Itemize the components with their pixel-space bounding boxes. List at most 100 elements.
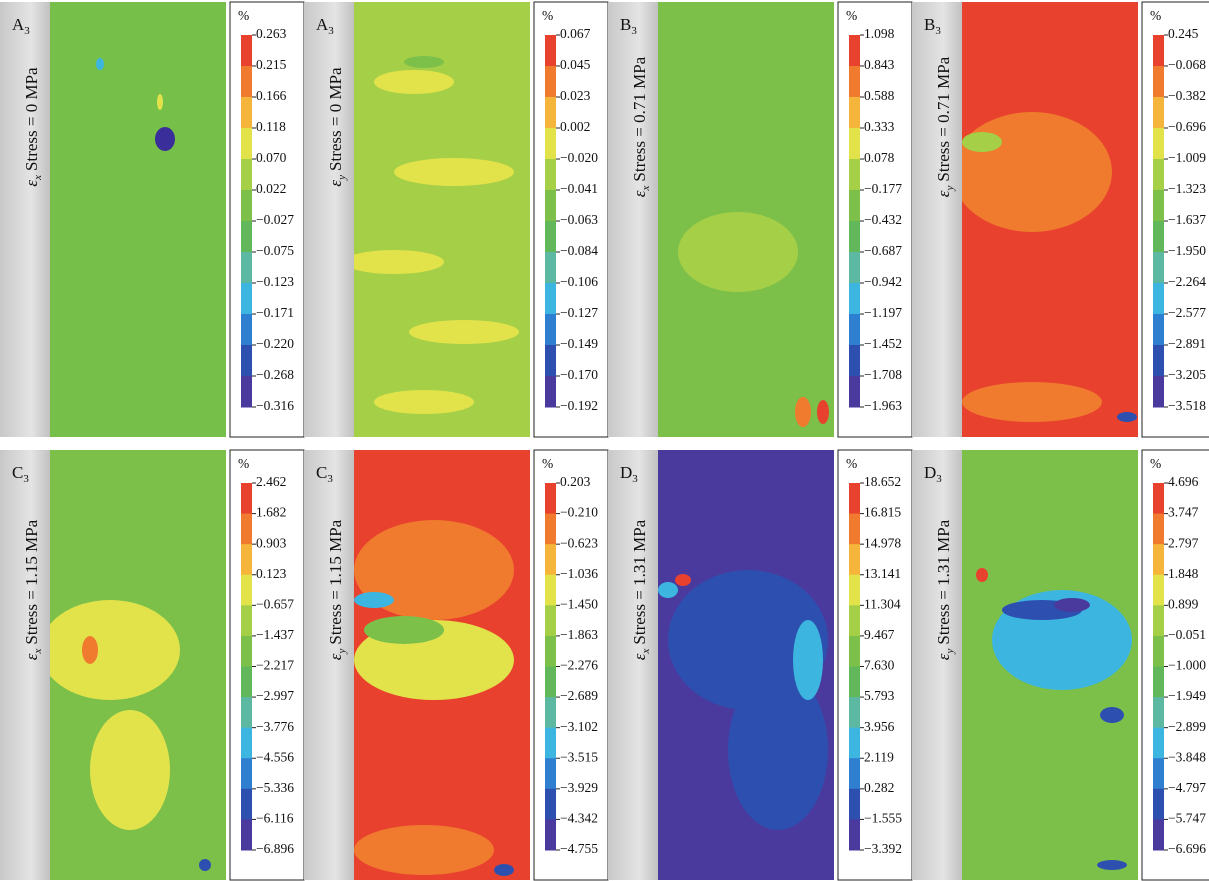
colorbar-label: 3.747	[1168, 505, 1199, 520]
colorbar-segment	[241, 636, 252, 667]
colorbar-unit: %	[238, 456, 249, 471]
colorbar-label: −0.268	[256, 367, 294, 382]
colorbar-label: 14.978	[864, 535, 901, 550]
colorbar-label: −1.000	[1168, 658, 1206, 673]
colorbar-segment	[241, 376, 252, 408]
colorbar-label: −0.657	[256, 596, 294, 611]
colorbar-segment	[849, 66, 860, 98]
colorbar-label: −1.437	[256, 627, 294, 642]
panel: D3εyStress = 1.31 MPa%4.6963.7472.7971.8…	[912, 450, 1209, 880]
colorbar-label: −0.942	[864, 274, 902, 289]
colorbar-segment	[1153, 128, 1164, 160]
colorbar-label: 11.304	[864, 596, 901, 611]
colorbar-label: −0.220	[256, 336, 294, 351]
colorbar-segment	[849, 728, 860, 759]
contour-blob	[952, 112, 1112, 232]
colorbar-segment	[545, 128, 556, 160]
colorbar-label: −0.075	[256, 243, 294, 258]
panel: B3εyStress = 0.71 MPa%0.245−0.068−0.382−…	[912, 2, 1209, 437]
colorbar-segment	[545, 345, 556, 377]
colorbar-segment	[241, 97, 252, 129]
colorbar-label: −3.205	[1168, 367, 1206, 382]
colorbar-segment	[241, 728, 252, 759]
colorbar-label: −1.450	[560, 596, 598, 611]
y-label: εxStress = 0.71 MPa	[630, 56, 652, 197]
colorbar-segment	[545, 483, 556, 514]
contour-blob	[976, 568, 988, 582]
colorbar-label: −5.336	[256, 780, 294, 795]
label-letter: C	[12, 463, 23, 482]
label-letter: D	[924, 463, 936, 482]
colorbar-segment	[1153, 636, 1164, 667]
colorbar-segment	[545, 636, 556, 667]
colorbar-label: 2.797	[1168, 535, 1199, 550]
colorbar-segment	[241, 789, 252, 820]
colorbar-segment	[1153, 190, 1164, 222]
panel: A3εyStress = 0 MPa%0.0670.0450.0230.002−…	[304, 2, 608, 437]
stress: Stress = 1.15 MPa	[326, 519, 345, 644]
label-sub: 3	[23, 473, 29, 485]
colorbar-label: −2.689	[560, 688, 598, 703]
label-sub: 3	[632, 473, 638, 485]
contour-blob	[40, 600, 180, 700]
colorbar-label: −0.149	[560, 336, 598, 351]
label-sub: 3	[935, 25, 941, 37]
colorbar-segment	[1153, 819, 1164, 850]
colorbar-label: −6.116	[256, 811, 294, 826]
colorbar-label: 2.119	[864, 749, 894, 764]
label-letter: B	[924, 15, 935, 34]
colorbar-segment	[545, 789, 556, 820]
colorbar-label: 16.815	[864, 505, 901, 520]
colorbar-segment	[849, 314, 860, 346]
y-label: εxStress = 1.15 MPa	[22, 519, 44, 660]
colorbar-label: −3.518	[1168, 398, 1206, 413]
colorbar-segment	[241, 35, 252, 67]
colorbar-label: 1.848	[1168, 566, 1199, 581]
colorbar-segment	[241, 252, 252, 284]
colorbar-label: −3.102	[560, 719, 598, 734]
colorbar-segment	[545, 697, 556, 728]
colorbar-label: −1.452	[864, 336, 902, 351]
colorbar-label: −3.848	[1168, 749, 1206, 764]
colorbar-label: −2.264	[1168, 274, 1206, 289]
colorbar-label: −6.696	[1168, 841, 1206, 856]
colorbar-segment	[849, 514, 860, 545]
colorbar-unit: %	[846, 8, 857, 23]
colorbar-segment	[849, 128, 860, 160]
colorbar-label: 0.333	[864, 119, 895, 134]
contour-blob	[199, 859, 211, 871]
clamp	[304, 450, 356, 880]
colorbar-segment	[849, 190, 860, 222]
strain-sub: y	[336, 175, 348, 181]
contour-blob	[1054, 598, 1090, 612]
stress: Stress = 0 MPa	[326, 67, 345, 171]
stress: Stress = 1.15 MPa	[22, 519, 41, 644]
colorbar-segment	[241, 605, 252, 636]
colorbar-label: 4.696	[1168, 474, 1199, 489]
colorbar-unit: %	[1150, 8, 1161, 23]
colorbar-segment	[241, 221, 252, 253]
colorbar-segment	[1153, 667, 1164, 698]
colorbar-segment	[545, 575, 556, 606]
clamp	[0, 2, 52, 437]
colorbar-label: −0.063	[560, 212, 598, 227]
label-letter: D	[620, 463, 632, 482]
contour-blob	[364, 616, 444, 644]
colorbar-label: −0.382	[1168, 88, 1206, 103]
contour-blob	[374, 390, 474, 414]
contour-blob	[96, 58, 104, 70]
label-letter: A	[12, 15, 25, 34]
colorbar-segment	[849, 283, 860, 315]
colorbar-label: 1.098	[864, 26, 895, 41]
y-label: εxStress = 0 MPa	[22, 67, 44, 187]
colorbar-unit: %	[1150, 456, 1161, 471]
colorbar-label: −1.863	[560, 627, 598, 642]
colorbar-segment	[1153, 159, 1164, 191]
strain-sub: x	[640, 649, 652, 655]
colorbar-segment	[241, 758, 252, 789]
colorbar-label: −1.950	[1168, 243, 1206, 258]
colorbar-segment	[1153, 283, 1164, 315]
clamp	[0, 450, 52, 880]
